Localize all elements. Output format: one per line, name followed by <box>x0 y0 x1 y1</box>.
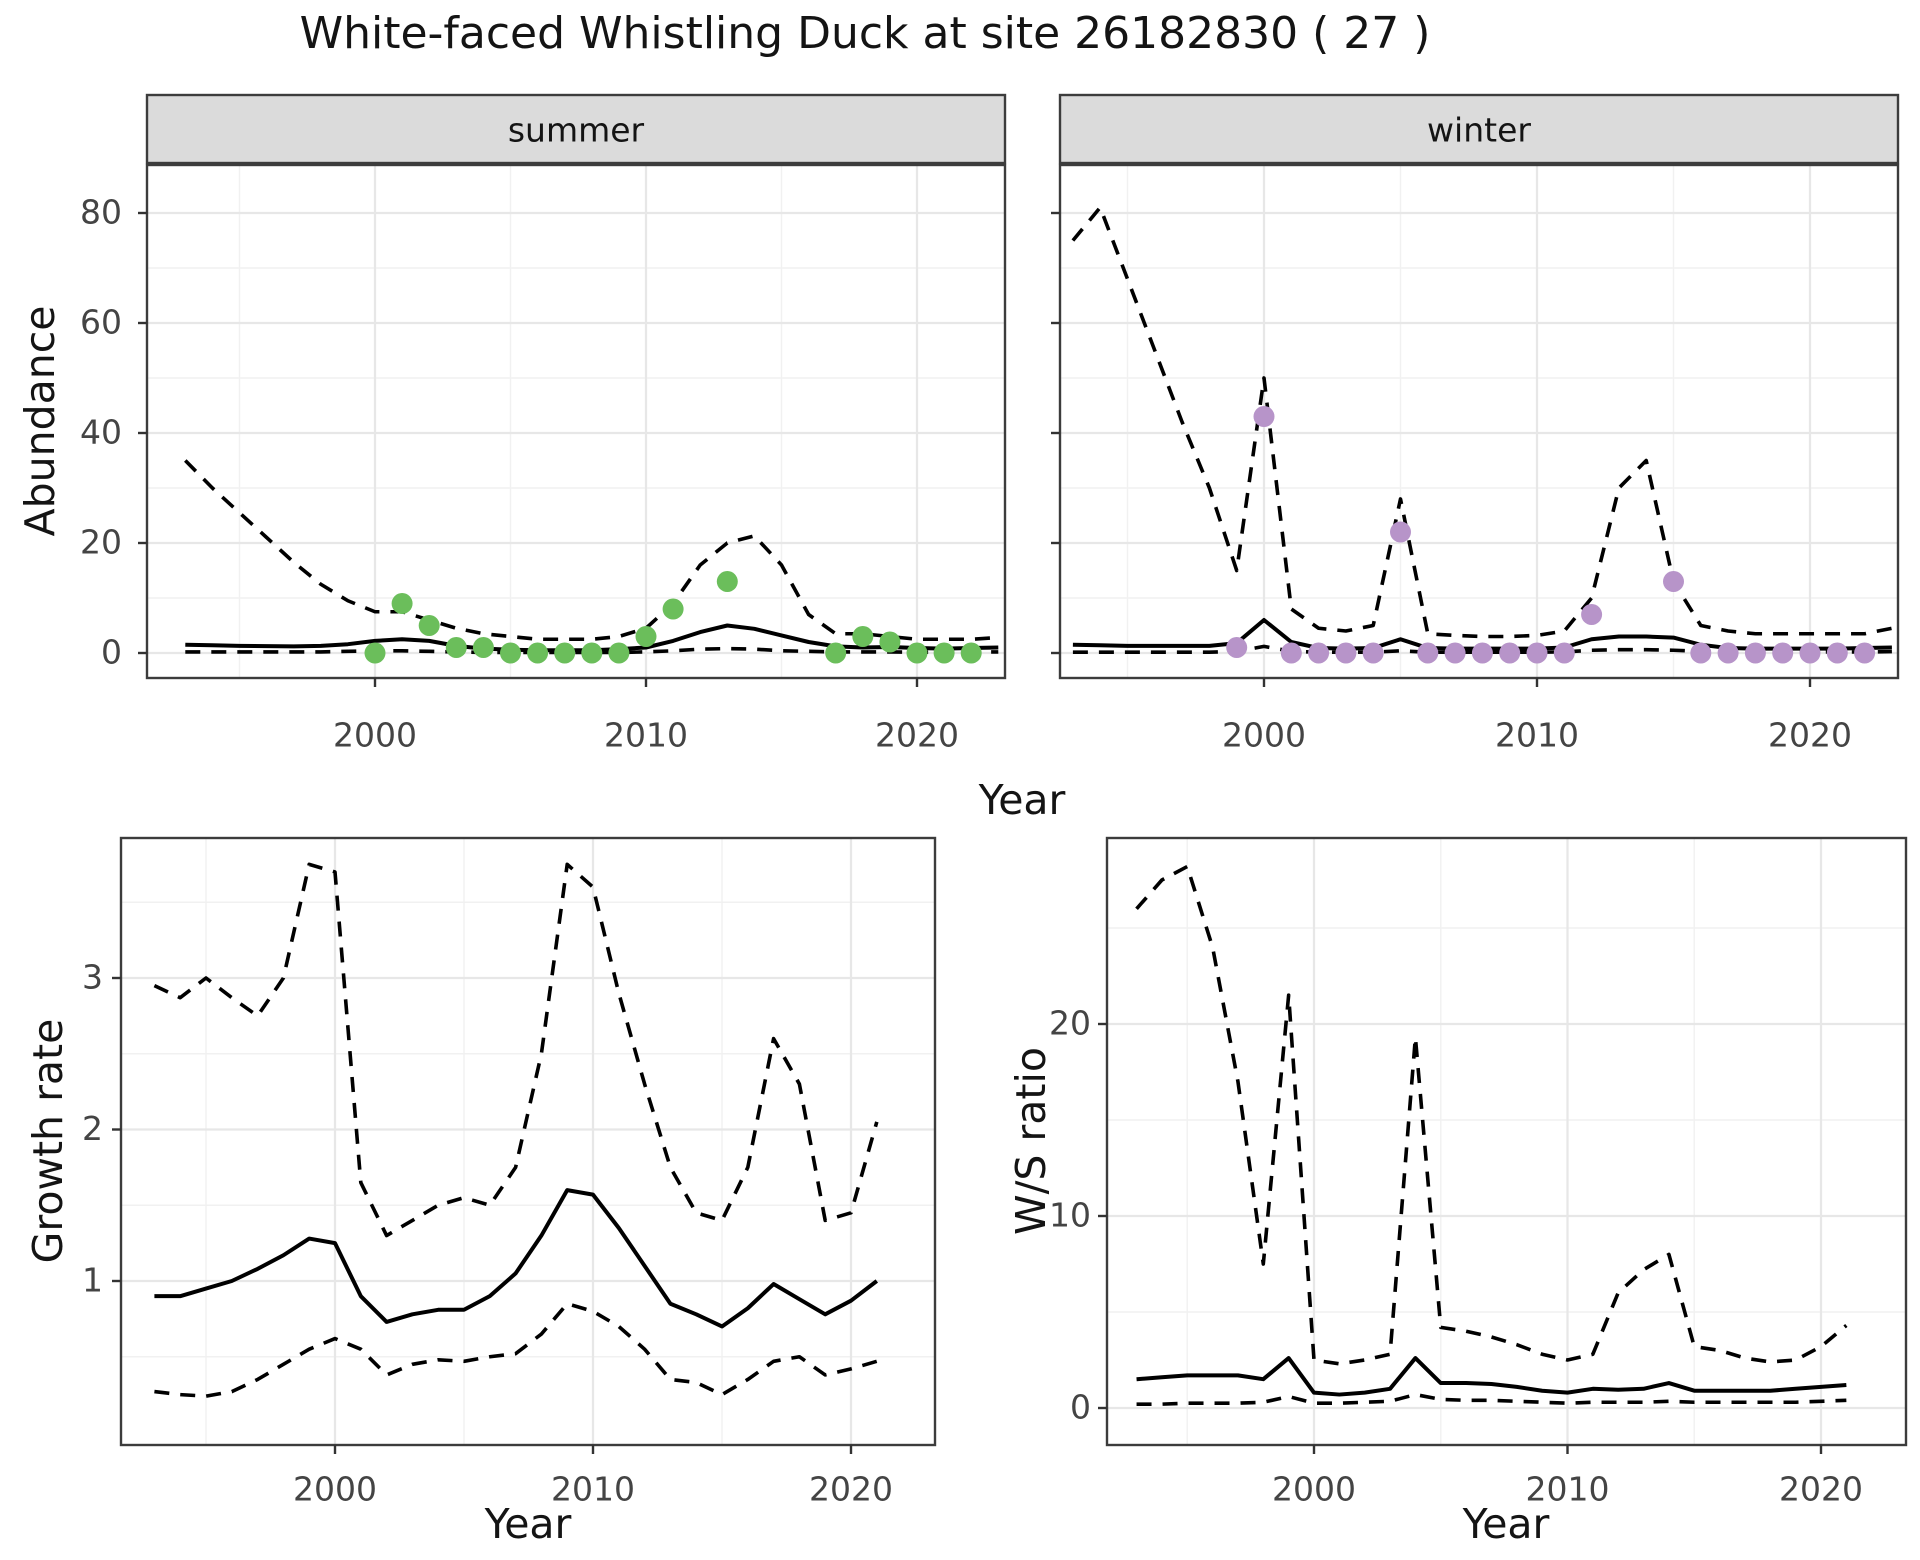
abundance-winter-x-tick-label: 2020 <box>1768 716 1852 755</box>
winter-observations-point <box>1581 604 1603 625</box>
abundance-winter-x-tick-label: 2010 <box>1495 716 1579 755</box>
ws-ratio-panel-border <box>1105 836 1908 1447</box>
summer-observations-point <box>527 642 549 664</box>
top-year-axis-label: Year <box>978 776 1066 824</box>
winter-observations-point <box>1526 642 1548 664</box>
winter-observations-point <box>1280 642 1302 664</box>
abundance-summer-facet-strip <box>145 93 1007 165</box>
summer-observations-point <box>364 642 386 664</box>
abundance-summer-x-tick-label: 2010 <box>604 716 688 755</box>
abundance-winter-x-tick-label: 2000 <box>1222 716 1306 755</box>
growth-rate-panel-border <box>119 836 937 1447</box>
winter-observations-point <box>1826 642 1848 664</box>
winter-observations-point <box>1499 642 1521 664</box>
winter-observations-point <box>1854 642 1876 664</box>
growth-rate-x-tick-label: 2010 <box>551 1470 635 1509</box>
abundance-summer-y-tick-label: 20 <box>80 523 122 562</box>
growth-rate-lower-ci-line <box>154 1301 878 1398</box>
ws-ratio-y-tick-label: 0 <box>1070 1388 1091 1427</box>
summer-observations-point <box>879 631 901 653</box>
growth-rate-y-tick-label: 3 <box>82 958 103 997</box>
summer-observations-point <box>852 626 874 647</box>
winter-observations-point <box>1253 406 1275 427</box>
winter-observations-point <box>1663 571 1684 592</box>
ws-ratio-mean-line <box>1136 1356 1847 1397</box>
growth-year-axis-label: Year <box>484 1500 572 1548</box>
ws-ratio-upper-ci-line <box>1135 864 1848 1366</box>
winter-observations-point <box>1799 642 1821 664</box>
summer-observations-point <box>418 615 440 636</box>
winter-observations-point <box>1390 521 1411 543</box>
abundance-winter-panel-border <box>1058 163 1900 680</box>
summer-observations-point <box>608 642 630 664</box>
winter-observations-point <box>1690 642 1712 664</box>
facet-strip-label-summer: summer <box>507 110 645 150</box>
facet-strip-label-winter: winter <box>1427 110 1531 150</box>
ws-ratio-lower-ci-line <box>1136 1392 1847 1406</box>
abundance-summer-y-tick-label: 80 <box>80 193 122 232</box>
abundance-summer-panel-border <box>145 163 1007 680</box>
winter-observations-point <box>1226 637 1248 658</box>
winter-observations-point <box>1444 642 1466 664</box>
ws-ratio-x-tick-label: 2000 <box>1272 1470 1356 1509</box>
growth-rate-x-tick-label: 2000 <box>293 1470 377 1509</box>
winter-observations-point <box>1335 642 1357 664</box>
summer-observations-point <box>825 642 847 664</box>
abundance-summer-upper-ci-line <box>184 459 999 642</box>
winter-observations-point <box>1717 642 1739 664</box>
growth-rate-panel-background <box>121 838 935 1445</box>
summer-observations-point <box>391 593 413 614</box>
winter-observations-point <box>1471 642 1493 664</box>
winter-observations-point <box>1553 642 1575 664</box>
summer-observations-point <box>716 571 738 592</box>
abundance-summer-panel-background <box>147 165 1005 678</box>
summer-observations-point <box>500 642 521 664</box>
summer-observations-point <box>472 637 494 658</box>
abundance-winter-facet-strip <box>1058 93 1900 165</box>
growth-rate-upper-ci-line <box>153 862 879 1238</box>
summer-observations-point <box>554 642 576 664</box>
abundance-summer-y-tick-label: 0 <box>101 633 122 672</box>
winter-observations-point <box>1308 642 1330 664</box>
growth-rate-y-tick-label: 2 <box>82 1109 103 1148</box>
abundance-summer-lower-ci-line <box>185 646 999 655</box>
summer-observations-point <box>662 598 684 620</box>
abundance-summer-x-tick-label: 2000 <box>333 716 417 755</box>
ws-ratio-x-tick-label: 2020 <box>1779 1470 1863 1509</box>
summer-observations-point <box>445 637 467 658</box>
summer-observations-point <box>960 642 982 664</box>
abundance-summer-x-tick-label: 2020 <box>875 716 959 755</box>
abundance-axis-label: Abundance <box>16 305 64 537</box>
growth-rate-y-tick-label: 1 <box>82 1261 103 1300</box>
growth-rate-x-tick-label: 2020 <box>809 1470 893 1509</box>
summer-observations-point <box>635 626 657 647</box>
abundance-summer-y-tick-label: 40 <box>80 413 122 452</box>
abundance-winter-upper-ci-line <box>1071 205 1893 639</box>
ws-ratio-axis-label: W/S ratio <box>1007 1047 1055 1235</box>
summer-observations-point <box>933 642 955 664</box>
ws-ratio-x-tick-label: 2010 <box>1526 1470 1610 1509</box>
ws-ratio-y-tick-label: 10 <box>1049 1196 1091 1235</box>
ws-year-axis-label: Year <box>1462 1500 1550 1548</box>
winter-observations-point <box>1417 642 1439 664</box>
abundance-winter-panel-background <box>1060 165 1898 678</box>
growth-rate-mean-line <box>154 1188 879 1329</box>
figure-title: White-faced Whistling Duck at site 26182… <box>299 8 1431 59</box>
winter-observations-point <box>1362 642 1384 664</box>
winter-observations-point <box>1772 642 1794 664</box>
ws-ratio-y-tick-label: 20 <box>1049 1004 1091 1043</box>
winter-observations-point <box>1744 642 1766 664</box>
growth-rate-axis-label: Growth rate <box>24 1018 72 1264</box>
summer-observations-point <box>581 642 603 664</box>
ws-ratio-panel-background <box>1107 838 1906 1445</box>
abundance-summer-y-tick-label: 60 <box>80 303 122 342</box>
summer-observations-point <box>906 642 928 664</box>
